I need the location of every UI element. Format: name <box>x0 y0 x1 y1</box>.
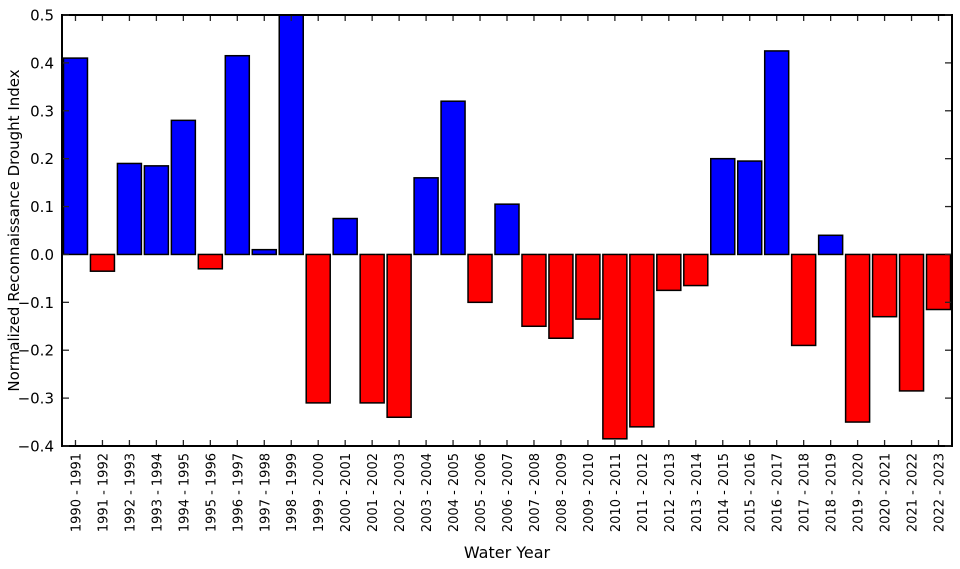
bar-2022-2023 <box>925 253 952 311</box>
x-tick-label: 1992 - 1993 <box>123 453 138 532</box>
bar-2013-2014 <box>683 253 709 287</box>
y-tick-label: 0.2 <box>30 150 54 168</box>
bar-2001-2002 <box>359 253 385 404</box>
bar-2021-2022 <box>898 253 925 392</box>
bar-2002-2003 <box>386 253 412 419</box>
x-tick-label: 2006 - 2007 <box>501 453 516 532</box>
axes-frame <box>61 14 953 447</box>
x-tick-label: 1998 - 1999 <box>285 453 300 532</box>
x-tick-label: 1990 - 1991 <box>69 453 84 532</box>
x-tick-label: 1997 - 1998 <box>258 453 273 532</box>
x-tick-label: 2005 - 2006 <box>474 453 489 532</box>
x-tick-label: 2002 - 2003 <box>393 453 408 532</box>
y-tick-label: −0.2 <box>18 342 54 360</box>
bar-1994-1995 <box>170 119 197 256</box>
x-tick-label: 2021 - 2022 <box>906 453 921 532</box>
x-tick-label: 2017 - 2018 <box>798 453 813 532</box>
y-tick-label: 0.5 <box>30 7 54 25</box>
bar-2003-2004 <box>413 177 439 256</box>
bar-1992-1993 <box>116 162 143 256</box>
x-tick-label: 2009 - 2010 <box>582 453 597 532</box>
x-tick-label: 2007 - 2008 <box>528 453 543 532</box>
x-tick-label: 2020 - 2021 <box>879 453 894 532</box>
y-tick-label: 0.1 <box>30 198 54 216</box>
x-tick-label: 2016 - 2017 <box>771 453 786 532</box>
y-tick-label: −0.1 <box>18 294 54 312</box>
y-tick-label: 0.4 <box>30 54 54 72</box>
bar-2004-2005 <box>440 100 466 256</box>
bar-2015-2016 <box>736 160 763 256</box>
bar-2012-2013 <box>656 253 682 292</box>
bar-1993-1994 <box>143 165 170 256</box>
bar-2016-2017 <box>763 50 790 256</box>
bar-2020-2021 <box>871 253 898 318</box>
x-tick-label: 2012 - 2013 <box>663 453 678 532</box>
x-tick-label: 2003 - 2004 <box>420 453 435 532</box>
bar-2009-2010 <box>575 253 601 320</box>
x-tick-label: 2004 - 2005 <box>447 453 462 532</box>
x-tick-label: 1995 - 1996 <box>204 453 219 532</box>
y-tick-label: 0.3 <box>30 102 54 120</box>
bar-2000-2001 <box>332 217 358 256</box>
x-axis-title: Water Year <box>464 543 551 562</box>
x-tick-label: 2001 - 2002 <box>366 453 381 532</box>
y-tick-label: −0.3 <box>18 390 54 408</box>
bar-1999-2000 <box>305 253 331 404</box>
y-tick-label: 0.0 <box>30 246 54 264</box>
bar-2018-2019 <box>817 234 844 256</box>
bar-1996-1997 <box>224 54 251 256</box>
bar-1990-1991 <box>62 57 89 256</box>
x-tick-label: 1991 - 1992 <box>96 453 111 532</box>
x-tick-label: 1996 - 1997 <box>231 453 246 532</box>
x-tick-label: 1994 - 1995 <box>177 453 192 532</box>
bar-2010-2011 <box>602 253 628 440</box>
x-tick-label: 1993 - 1994 <box>150 453 165 532</box>
bar-2007-2008 <box>521 253 547 328</box>
x-tick-label: 2022 - 2023 <box>933 453 948 532</box>
x-tick-label: 2014 - 2015 <box>717 453 732 532</box>
x-tick-label: 2008 - 2009 <box>555 453 570 532</box>
x-tick-label: 2015 - 2016 <box>744 453 759 532</box>
x-tick-label: 2010 - 2011 <box>609 453 624 532</box>
bar-1991-1992 <box>89 253 116 272</box>
x-tick-label: 2019 - 2020 <box>852 453 867 532</box>
y-axis-title: Normalized Reconnaissance Drought Index <box>5 69 23 391</box>
bar-1998-1999 <box>278 14 304 256</box>
x-tick-label: 2013 - 2014 <box>690 453 705 532</box>
bar-2006-2007 <box>494 203 520 256</box>
bar-1997-1998 <box>251 248 278 256</box>
x-tick-label: 1999 - 2000 <box>312 453 327 532</box>
y-tick-label: −0.4 <box>18 438 54 456</box>
x-tick-label: 2011 - 2012 <box>636 453 651 532</box>
bar-1995-1996 <box>197 253 224 270</box>
bar-2005-2006 <box>467 253 493 304</box>
x-tick-label: 2018 - 2019 <box>825 453 840 532</box>
x-tick-label: 2000 - 2001 <box>339 453 354 532</box>
bar-2008-2009 <box>548 253 574 339</box>
bar-2014-2015 <box>710 157 736 256</box>
bar-2011-2012 <box>629 253 655 428</box>
bar-2019-2020 <box>844 253 871 423</box>
bar-2017-2018 <box>790 253 817 347</box>
